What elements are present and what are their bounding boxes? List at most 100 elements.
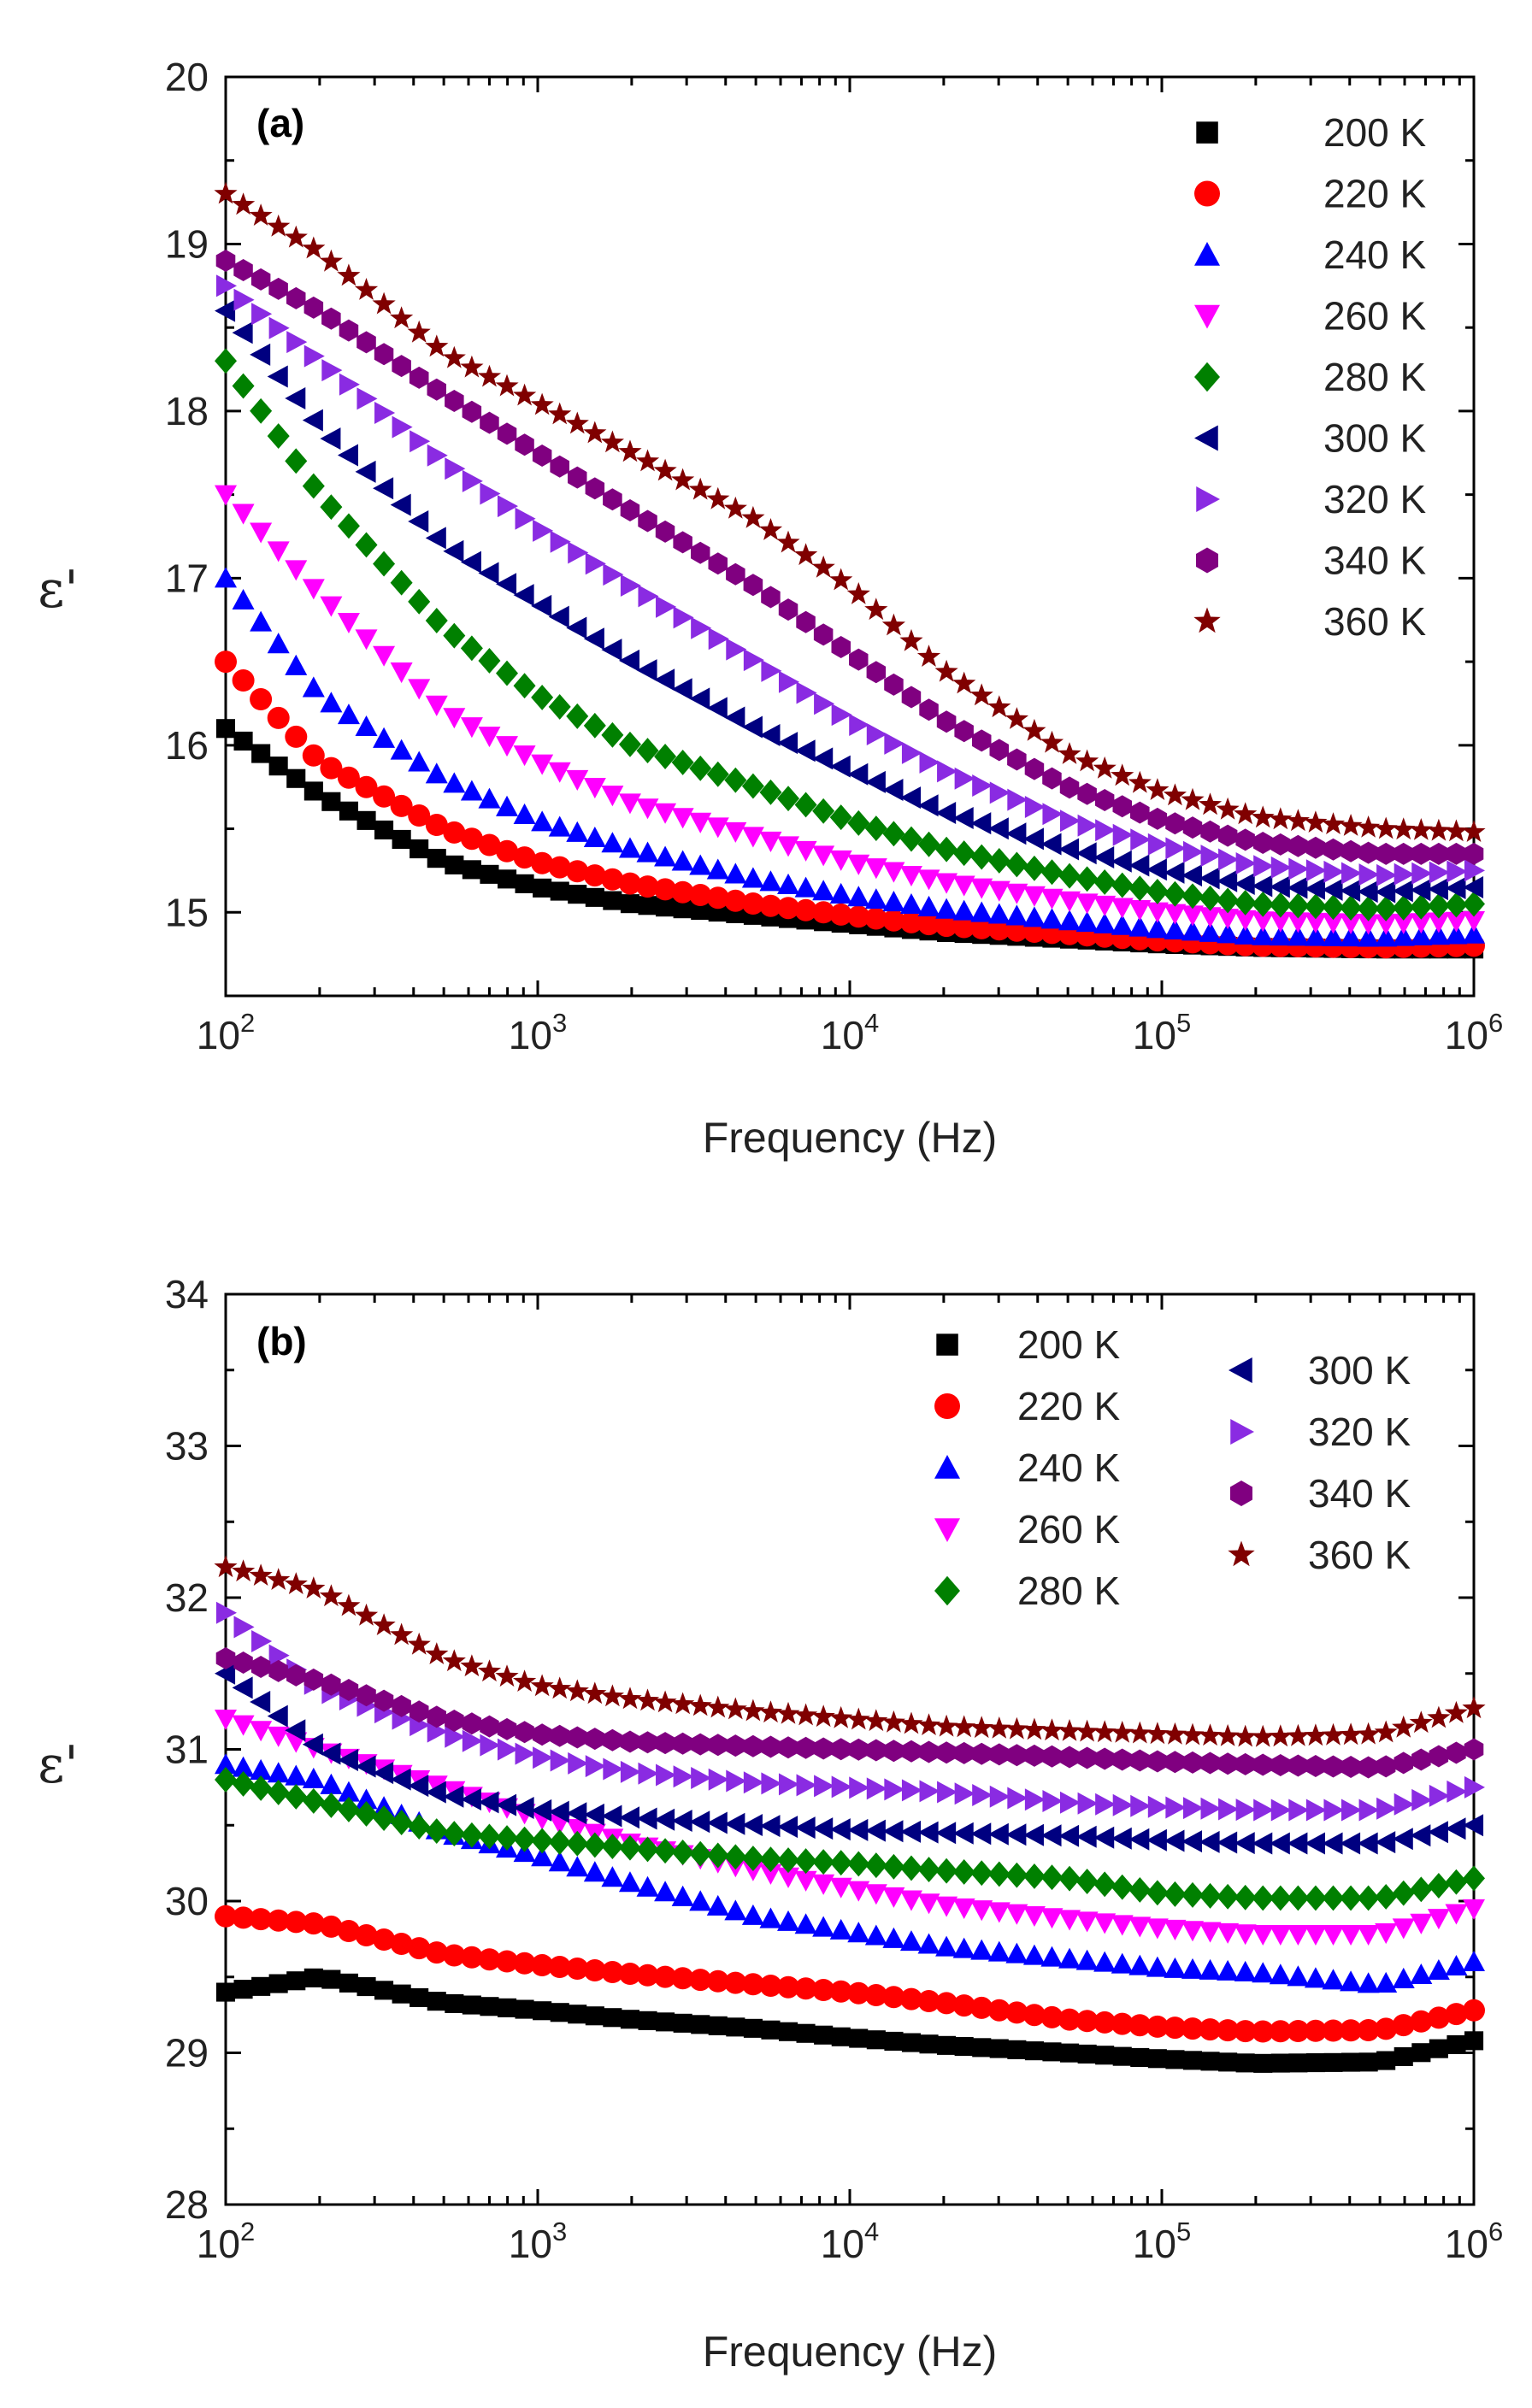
data-point: [337, 612, 360, 633]
data-point: [1375, 1884, 1398, 1910]
legend-label: 200 K: [1323, 110, 1427, 155]
data-point: [777, 786, 800, 812]
data-point: [847, 905, 870, 928]
data-point: [513, 1669, 537, 1692]
data-point: [654, 744, 677, 769]
data-point: [337, 704, 360, 725]
data-point: [671, 468, 695, 491]
data-point: [1411, 862, 1433, 885]
legend-marker: [1230, 1481, 1252, 1506]
data-point: [1007, 1744, 1027, 1767]
legend-item: 240 K: [934, 1445, 1121, 1490]
data-point: [496, 839, 518, 863]
data-point: [1304, 810, 1328, 833]
data-point: [548, 1829, 571, 1856]
data-point: [1444, 819, 1468, 842]
data-point: [1235, 1752, 1255, 1775]
data-point: [232, 503, 255, 525]
y-tick-label: 31: [165, 1728, 209, 1772]
data-point: [531, 1828, 554, 1854]
data-point: [777, 1847, 800, 1874]
data-point: [478, 562, 499, 585]
data-point: [917, 869, 940, 891]
data-point: [215, 1601, 237, 1624]
data-point: [320, 1792, 343, 1818]
data-point: [1429, 842, 1449, 865]
x-tick-label: 106: [1445, 2217, 1503, 2266]
data-point: [1059, 810, 1081, 833]
data-point: [654, 1838, 677, 1864]
data-point: [917, 913, 940, 936]
data-point: [1234, 890, 1257, 916]
data-point: [215, 1982, 235, 2002]
data-point: [302, 409, 323, 432]
data-point: [882, 1927, 905, 1948]
data-point: [1075, 842, 1097, 865]
data-point: [1376, 863, 1398, 886]
data-point: [1286, 1723, 1310, 1746]
data-point: [881, 1710, 905, 1733]
data-point: [337, 766, 360, 789]
data-point: [267, 1779, 290, 1805]
data-point: [743, 649, 764, 672]
data-point: [656, 595, 677, 618]
data-point: [284, 225, 308, 248]
data-point: [390, 1810, 413, 1835]
data-point: [410, 1987, 429, 2007]
data-point: [1182, 816, 1203, 839]
y-tick-label: 34: [165, 1272, 209, 1316]
data-point: [1358, 1799, 1380, 1822]
data-point: [1164, 880, 1187, 907]
data-point: [303, 1968, 323, 1987]
data-point: [829, 1850, 852, 1876]
data-point: [390, 794, 413, 817]
data-point: [585, 1755, 606, 1778]
data-point: [1095, 1793, 1117, 1816]
series-360k: [214, 181, 1486, 842]
data-point: [267, 1704, 288, 1728]
data-point: [778, 598, 798, 621]
data-point: [654, 845, 677, 867]
data-point: [232, 1771, 255, 1797]
y-axis-ticks-b: 28 29 30 31 32 33 34: [165, 1272, 1474, 2227]
legend-marker: [1193, 607, 1221, 633]
data-point: [460, 780, 483, 801]
data-point: [601, 721, 624, 748]
data-point: [671, 880, 694, 904]
data-point: [532, 445, 552, 467]
data-point: [478, 1948, 501, 1971]
data-point: [392, 355, 411, 378]
data-point: [1234, 2020, 1257, 2043]
data-point: [337, 1748, 358, 1771]
data-point: [1375, 1831, 1396, 1854]
data-point: [302, 744, 325, 767]
data-point: [706, 858, 729, 880]
data-point: [601, 639, 622, 662]
data-point: [1040, 1908, 1064, 1929]
data-point: [408, 751, 431, 772]
data-point: [1357, 895, 1380, 921]
data-point: [761, 586, 781, 609]
data-point: [268, 1659, 288, 1682]
data-point: [1165, 812, 1185, 835]
data-point: [638, 2011, 657, 2030]
data-point: [285, 654, 308, 675]
data-point: [1147, 807, 1168, 830]
data-point: [620, 1730, 640, 1753]
data-point: [548, 1676, 572, 1699]
data-point: [1181, 1830, 1203, 1853]
data-point: [796, 2023, 816, 2043]
data-point: [1287, 1832, 1308, 1855]
data-point: [1392, 817, 1416, 840]
data-point: [726, 1769, 747, 1793]
data-point: [532, 1723, 552, 1746]
data-point: [1287, 1965, 1310, 1987]
data-point: [1323, 860, 1345, 883]
data-point: [691, 901, 710, 921]
data-point: [987, 903, 1011, 924]
data-point: [864, 858, 887, 880]
data-point: [1253, 1753, 1273, 1776]
data-point: [794, 1913, 817, 1934]
data-point: [1322, 2019, 1345, 2042]
data-point: [935, 836, 958, 863]
